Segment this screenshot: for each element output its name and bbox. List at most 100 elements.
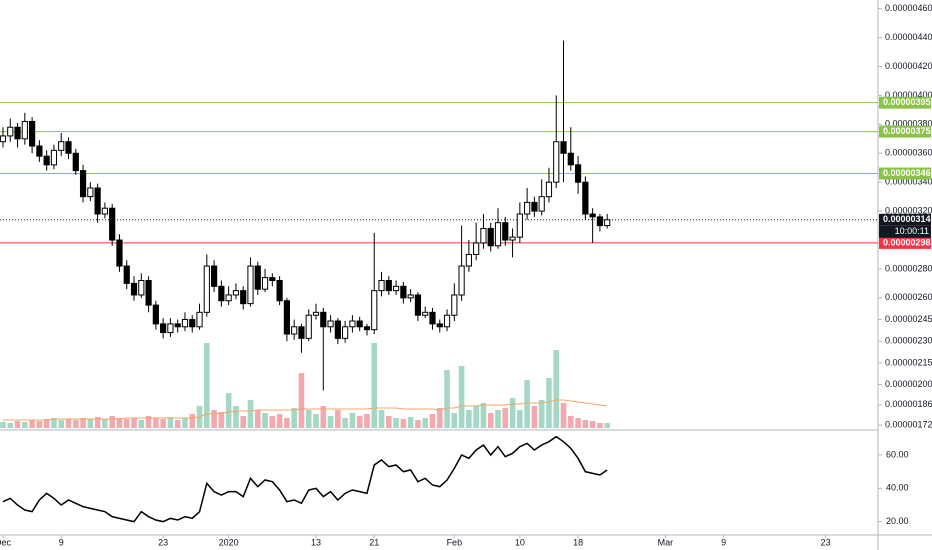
x-tick-label: 9 [59, 537, 64, 547]
volume-bar [298, 373, 305, 428]
candle-body [21, 120, 28, 140]
candle-body [596, 216, 604, 227]
level-label-box [879, 236, 931, 249]
candle-body [203, 265, 210, 313]
volume-bar [487, 413, 494, 428]
volume-bar [14, 421, 21, 428]
x-tick-label: Dec [0, 537, 11, 547]
volume-bar [233, 406, 239, 428]
volume-bar [502, 408, 509, 428]
candle-body [101, 207, 108, 215]
candle-body [225, 294, 232, 302]
candle-body [145, 280, 152, 306]
candle-body [574, 164, 582, 183]
y-tick-label: 0.00000186 [885, 399, 932, 409]
candle-body [87, 187, 94, 198]
candle-body [109, 207, 116, 241]
candle-body [443, 314, 451, 328]
volume-ma-line [2, 399, 608, 421]
y-tick-label: 0.00000215 [885, 357, 932, 367]
volume-bar [444, 370, 450, 428]
volume-bar [131, 418, 137, 428]
y-tick-label: 0.00000200 [885, 379, 932, 389]
volume-bar [313, 414, 319, 428]
candle-body [327, 320, 334, 328]
volume-bar [225, 393, 232, 428]
volume-bar [262, 413, 268, 428]
level-label: 0.00000375 [883, 126, 931, 136]
candle-body [247, 265, 254, 305]
volume-bar [174, 420, 181, 428]
candle-body [545, 181, 553, 198]
y-tick-label: 0.00000320 [885, 205, 932, 215]
volume-bar [495, 410, 501, 428]
candle-body [458, 265, 465, 296]
volume-bar [182, 418, 188, 428]
volume-bar [291, 408, 297, 428]
candle-body [210, 265, 218, 287]
volume-bar [386, 416, 392, 428]
volume-bar [407, 417, 414, 428]
volume-bar [22, 422, 28, 428]
candle-body [14, 126, 21, 140]
y-tick-label: 0.00000280 [885, 263, 932, 273]
rsi-tick-label: 40.00 [886, 483, 909, 493]
candle-body [232, 290, 240, 296]
volume-bar [538, 400, 545, 428]
volume-bar [65, 419, 72, 428]
candle-body [152, 304, 159, 325]
x-tick-label: 18 [573, 537, 583, 547]
rsi-tick-label: 60.00 [886, 449, 909, 459]
volume-bar [415, 420, 421, 428]
countdown-label: 10:00:11 [895, 226, 929, 236]
volume-bar [356, 416, 363, 428]
candle-body [58, 141, 65, 151]
volume-bar [145, 416, 152, 428]
volume-bar [254, 410, 261, 428]
volume-bar [400, 419, 407, 428]
candle-body [371, 290, 378, 331]
volume-bar [589, 421, 596, 428]
x-tick-label: 2020 [219, 537, 239, 547]
volume-bar [87, 419, 94, 428]
candle-body [189, 319, 196, 328]
candle-body [400, 285, 407, 299]
volume-bar [138, 420, 145, 428]
volume-bar [604, 423, 610, 428]
candle-body [487, 227, 494, 247]
y-tick-label: 0.00000460 [885, 3, 932, 13]
y-tick-label: 0.00000230 [885, 336, 932, 346]
candle-body [269, 277, 276, 282]
candle-body [334, 320, 341, 339]
candle-body [494, 222, 502, 247]
candle-body [589, 213, 596, 218]
candle-body [36, 145, 43, 157]
rsi-line [2, 435, 608, 523]
level-label-box [879, 167, 931, 180]
candle-body [181, 319, 189, 328]
level-label-box [879, 125, 931, 138]
candle-body [43, 155, 50, 166]
candle-body [385, 280, 392, 292]
candle-body [502, 222, 509, 241]
volume-bar [546, 378, 552, 428]
volume-bar [94, 417, 101, 428]
rsi-tick-label: 20.00 [886, 516, 909, 526]
volume-bar [524, 380, 530, 428]
level-label: 0.00000346 [883, 168, 931, 178]
volume-bar [211, 410, 217, 428]
volume-bar [123, 419, 130, 428]
y-tick-label: 0.00000340 [885, 177, 932, 187]
volume-bar [240, 416, 247, 428]
candle-body [582, 181, 589, 215]
candle-body [378, 280, 385, 292]
volume-bar [7, 423, 14, 428]
candle-body [276, 280, 283, 302]
candle-body [392, 285, 400, 292]
volume-bar [517, 410, 523, 428]
candle-body [298, 326, 305, 339]
volume-bar [422, 418, 429, 428]
volume-bar [305, 410, 312, 428]
volume-bar [80, 418, 86, 428]
candle-body [516, 213, 523, 238]
